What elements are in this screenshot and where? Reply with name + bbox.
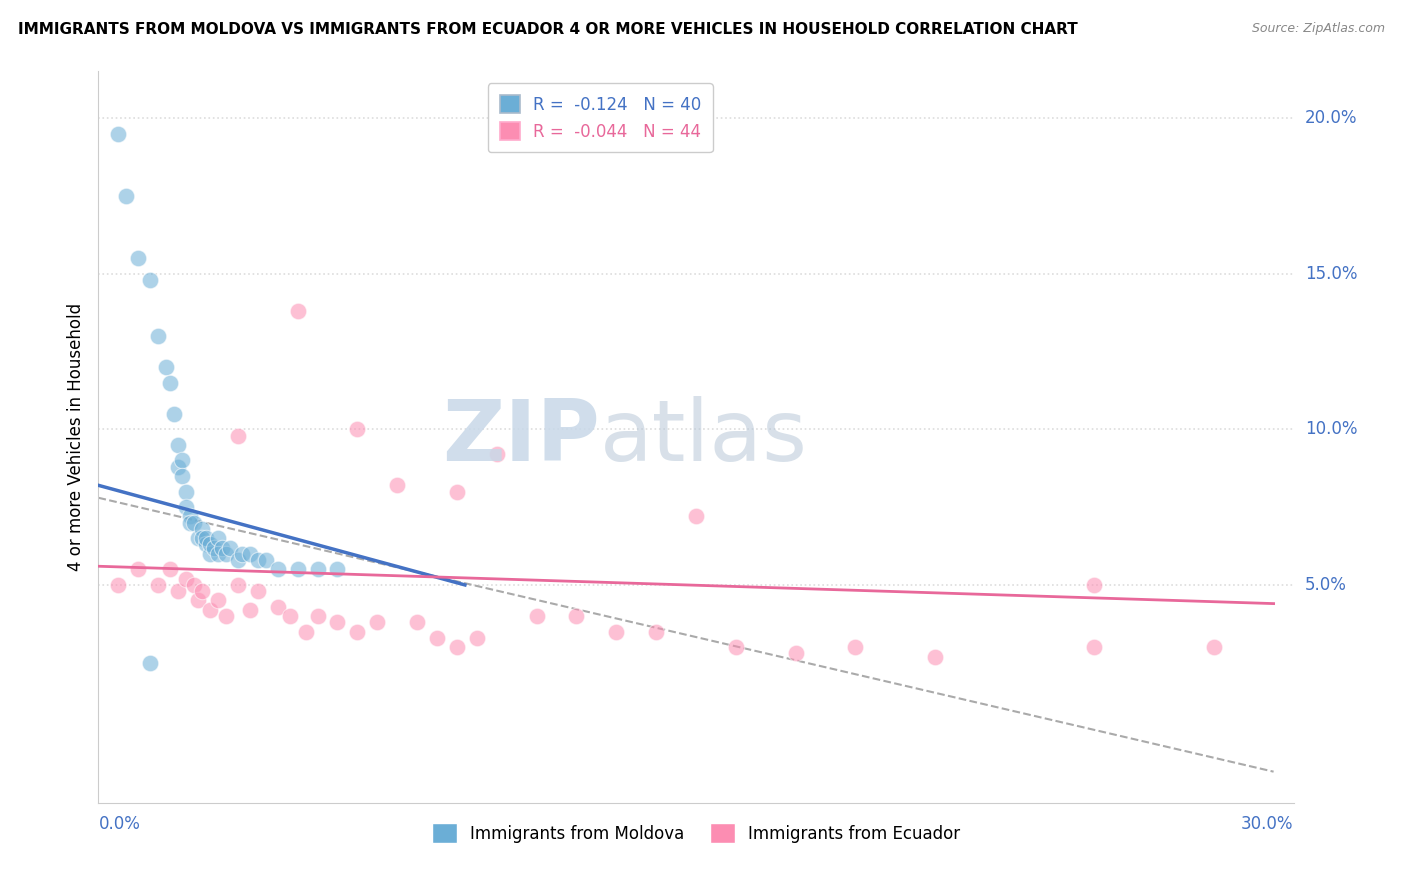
Text: 30.0%: 30.0% [1241, 815, 1294, 833]
Point [187, 531, 209, 545]
Point [246, 584, 269, 599]
Point [287, 562, 309, 576]
Point [645, 624, 668, 639]
Point [485, 447, 508, 461]
Point [159, 376, 181, 390]
Point [167, 584, 190, 599]
Point [287, 304, 309, 318]
Point [198, 537, 221, 551]
Point [198, 547, 221, 561]
Point [207, 547, 229, 561]
Point [179, 516, 201, 530]
Text: 5.0%: 5.0% [1305, 576, 1347, 594]
Point [785, 647, 807, 661]
Point [226, 428, 249, 442]
Point [446, 640, 468, 655]
Point [685, 509, 707, 524]
Point [406, 615, 429, 630]
Point [174, 500, 197, 515]
Point [215, 609, 238, 624]
Point [115, 189, 138, 203]
Point [231, 547, 253, 561]
Point [198, 603, 221, 617]
Point [183, 578, 205, 592]
Point [326, 562, 349, 576]
Point [107, 578, 129, 592]
Point [211, 541, 233, 555]
Point [346, 624, 368, 639]
Point [107, 127, 129, 141]
Point [426, 631, 449, 645]
Point [346, 422, 368, 436]
Point [239, 603, 262, 617]
Point [183, 516, 205, 530]
Text: ZIP: ZIP [443, 395, 600, 479]
Point [139, 273, 162, 287]
Point [191, 522, 214, 536]
Point [127, 251, 149, 265]
Point [366, 615, 388, 630]
Point [207, 593, 229, 607]
Text: Source: ZipAtlas.com: Source: ZipAtlas.com [1251, 22, 1385, 36]
Point [207, 531, 229, 545]
Point [267, 562, 290, 576]
Legend: R =  -0.124   N = 40, R =  -0.044   N = 44: R = -0.124 N = 40, R = -0.044 N = 44 [488, 83, 713, 153]
Point [924, 649, 946, 664]
Point [446, 484, 468, 499]
Point [724, 640, 747, 655]
Point [148, 329, 170, 343]
Point [326, 615, 349, 630]
Point [172, 453, 194, 467]
Point [174, 572, 197, 586]
Point [844, 640, 866, 655]
Y-axis label: 4 or more Vehicles in Household: 4 or more Vehicles in Household [66, 303, 84, 571]
Point [215, 547, 238, 561]
Text: 0.0%: 0.0% [98, 815, 141, 833]
Point [226, 578, 249, 592]
Point [174, 484, 197, 499]
Text: 15.0%: 15.0% [1305, 265, 1357, 283]
Point [294, 624, 316, 639]
Point [465, 631, 488, 645]
Point [159, 562, 181, 576]
Point [167, 459, 190, 474]
Point [167, 438, 190, 452]
Text: IMMIGRANTS FROM MOLDOVA VS IMMIGRANTS FROM ECUADOR 4 OR MORE VEHICLES IN HOUSEHO: IMMIGRANTS FROM MOLDOVA VS IMMIGRANTS FR… [18, 22, 1078, 37]
Point [155, 359, 177, 374]
Point [1202, 640, 1225, 655]
Point [246, 553, 269, 567]
Point [605, 624, 627, 639]
Point [565, 609, 588, 624]
Text: 20.0%: 20.0% [1305, 109, 1357, 127]
Point [127, 562, 149, 576]
Point [172, 469, 194, 483]
Point [219, 541, 242, 555]
Point [195, 537, 218, 551]
Point [385, 478, 409, 492]
Point [179, 509, 201, 524]
Point [191, 584, 214, 599]
Point [239, 547, 262, 561]
Point [254, 553, 277, 567]
Point [202, 541, 225, 555]
Point [187, 593, 209, 607]
Point [195, 531, 218, 545]
Point [278, 609, 301, 624]
Text: 10.0%: 10.0% [1305, 420, 1357, 438]
Point [1083, 640, 1105, 655]
Point [148, 578, 170, 592]
Point [307, 562, 329, 576]
Point [226, 553, 249, 567]
Point [139, 656, 162, 670]
Text: atlas: atlas [600, 395, 808, 479]
Point [526, 609, 548, 624]
Point [191, 531, 214, 545]
Point [307, 609, 329, 624]
Point [1083, 578, 1105, 592]
Point [163, 407, 186, 421]
Point [267, 599, 290, 614]
